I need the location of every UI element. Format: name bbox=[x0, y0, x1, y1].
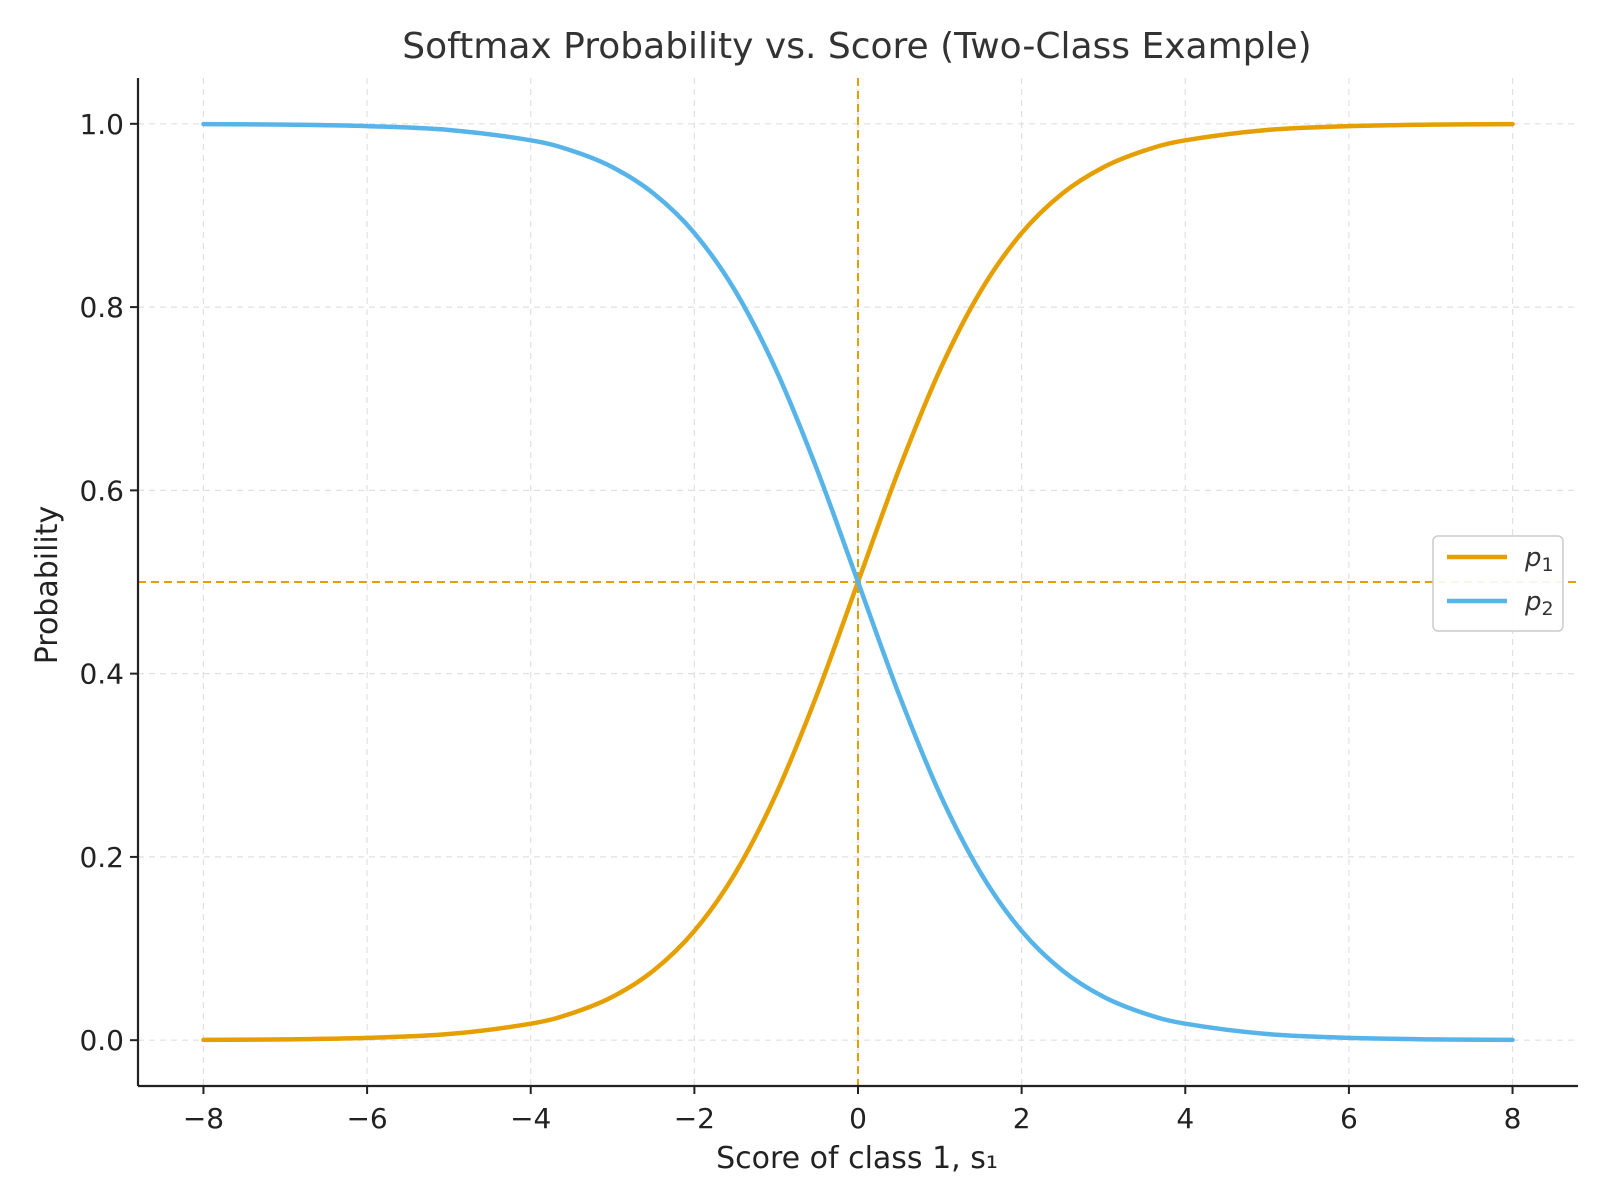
x-tick-label: −6 bbox=[346, 1102, 387, 1135]
x-tick-label: 0 bbox=[849, 1102, 867, 1135]
y-tick-label: 0.8 bbox=[79, 291, 124, 324]
x-tick-label: −8 bbox=[183, 1102, 224, 1135]
y-tick-label: 0.6 bbox=[79, 474, 124, 507]
x-tick-label: 2 bbox=[1013, 1102, 1031, 1135]
x-axis-title: Score of class 1, s₁ bbox=[716, 1141, 998, 1176]
x-tick-label: −4 bbox=[510, 1102, 551, 1135]
y-axis-ticks: 0.0 0.2 0.4 0.6 0.8 1.0 bbox=[79, 108, 138, 1057]
y-tick-label: 0.4 bbox=[79, 658, 124, 691]
x-tick-label: 4 bbox=[1176, 1102, 1194, 1135]
y-tick-label: 0.2 bbox=[79, 841, 124, 874]
x-axis-ticks: −8 −6 −4 −2 0 2 4 6 8 bbox=[183, 1086, 1522, 1135]
chart-title: Softmax Probability vs. Score (Two-Class… bbox=[402, 26, 1311, 67]
y-tick-label: 1.0 bbox=[79, 108, 124, 141]
x-tick-label: 8 bbox=[1504, 1102, 1522, 1135]
x-tick-label: 6 bbox=[1340, 1102, 1358, 1135]
y-axis-title: Probability bbox=[30, 506, 65, 665]
x-tick-label: −2 bbox=[674, 1102, 715, 1135]
y-tick-label: 0.0 bbox=[79, 1024, 124, 1057]
